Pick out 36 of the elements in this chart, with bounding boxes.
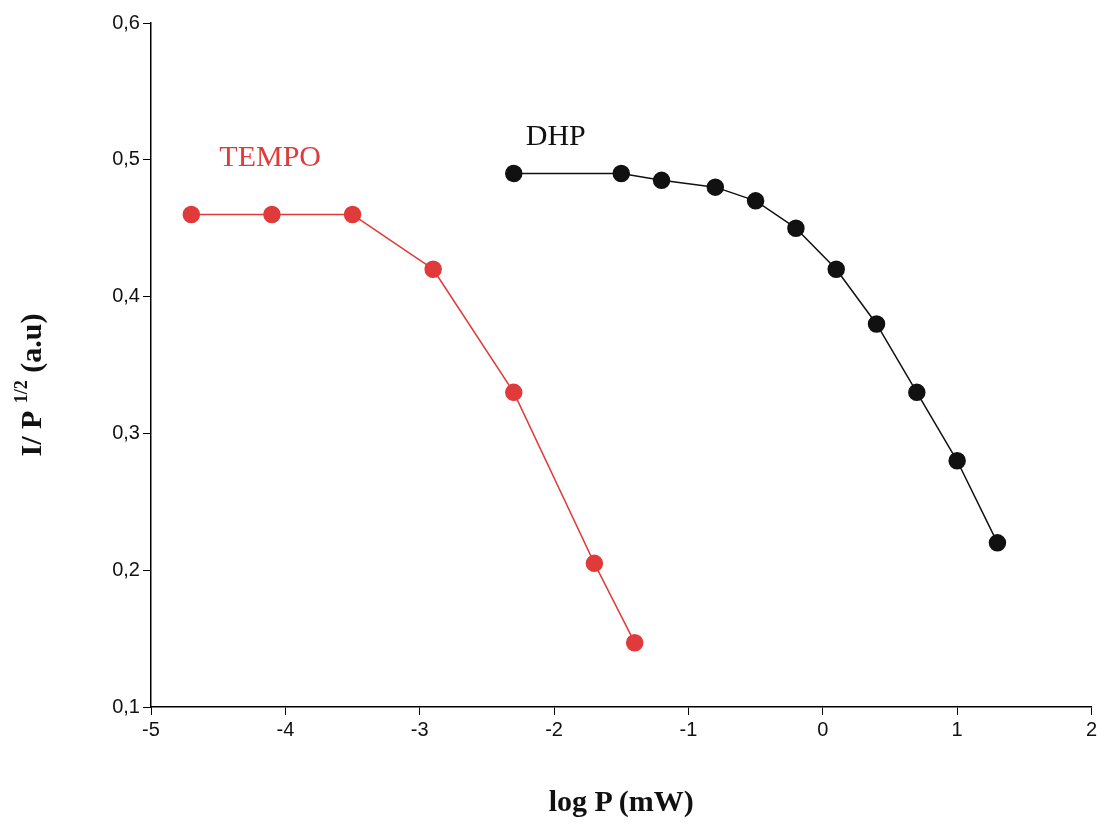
x-tick-label: -4 <box>276 717 295 740</box>
point <box>182 205 201 224</box>
x-tick-label: 1 <box>951 717 963 740</box>
y-tick-label: 0,2 <box>112 557 140 580</box>
point <box>706 178 725 196</box>
point <box>867 315 886 333</box>
x-axis-title: log P (mW) <box>548 783 694 818</box>
point <box>908 383 926 402</box>
y-tick-label: 0,1 <box>112 694 140 717</box>
point <box>625 633 644 652</box>
point <box>263 205 281 224</box>
series-label: TEMPO <box>219 139 321 173</box>
point <box>827 260 845 278</box>
y-tick-label: 0,5 <box>112 147 140 170</box>
x-tick-label: -2 <box>545 717 563 740</box>
y-tick-label: 0,3 <box>112 420 140 443</box>
y-tick-label: 0,4 <box>112 284 140 307</box>
x-tick-label: 0 <box>817 717 829 740</box>
x-tick-label: -3 <box>410 717 429 740</box>
x-tick-label: 2 <box>1085 717 1098 740</box>
x-tick-label: -5 <box>142 717 160 740</box>
point <box>343 205 362 224</box>
point <box>746 192 765 210</box>
y-axis-title: I/ P 1/2 (a.u) <box>11 313 48 457</box>
point <box>424 260 442 278</box>
point <box>505 383 523 402</box>
point <box>505 164 523 183</box>
x-tick-label: -1 <box>679 717 698 740</box>
point <box>585 554 604 573</box>
y-tick-label: 0,6 <box>112 10 140 33</box>
point <box>948 452 966 470</box>
point <box>612 164 630 183</box>
point <box>787 219 805 237</box>
point <box>652 171 671 190</box>
point <box>988 534 1007 552</box>
series-label: DHP <box>525 118 586 152</box>
